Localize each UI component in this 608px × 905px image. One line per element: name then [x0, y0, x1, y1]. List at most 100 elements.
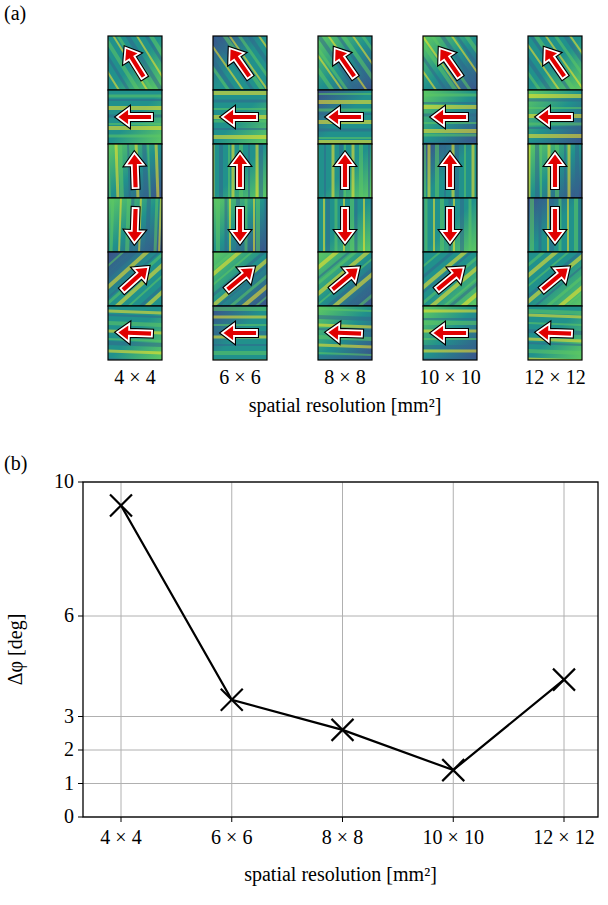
orientation-arrow	[326, 261, 364, 297]
arrow-outline	[117, 108, 152, 126]
texture-streak	[148, 144, 151, 198]
arrow-body	[432, 324, 467, 342]
marker-stroke	[442, 759, 464, 781]
texture-streak	[108, 339, 162, 342]
patch-frame	[108, 90, 162, 144]
tick-label: 10	[54, 470, 74, 492]
texture-streak	[324, 144, 326, 198]
texture-streak	[460, 198, 464, 252]
texture-streak	[108, 323, 162, 326]
arrow-body	[125, 153, 144, 189]
texture-streak	[423, 321, 477, 325]
data-point	[110, 494, 132, 516]
column-label: 6 × 6	[219, 366, 260, 388]
patch-texture	[423, 90, 477, 143]
patch-frame	[108, 306, 162, 360]
tick-label: 6 × 6	[211, 826, 252, 848]
orientation-arrow	[327, 108, 362, 126]
arrow-outline	[432, 108, 467, 126]
tick-label: 12 × 12	[533, 826, 594, 848]
arrow-body	[537, 108, 572, 126]
texture-streak	[144, 144, 147, 198]
tick-label: 6	[64, 604, 74, 626]
grid-line	[83, 750, 598, 751]
arrow-outline	[431, 261, 469, 297]
arrow-outline	[125, 208, 144, 244]
orientation-arrow	[221, 261, 259, 297]
patch-texture	[528, 36, 582, 90]
texture-streak	[323, 198, 325, 252]
orientation-arrow	[125, 208, 144, 244]
marker-stroke	[553, 669, 575, 691]
patch-texture	[318, 36, 372, 90]
patch-texture	[528, 198, 580, 252]
image-patch	[423, 144, 477, 198]
texture-streak	[363, 198, 365, 252]
arrow-outline	[116, 260, 154, 297]
orientation-arrow	[432, 43, 467, 82]
arrow-outline	[231, 153, 249, 188]
orientation-arrow	[336, 153, 354, 188]
texture-streak	[528, 343, 582, 346]
texture-streak	[108, 315, 162, 318]
tick-label: 1	[64, 772, 74, 794]
arrow-body	[222, 324, 257, 342]
patch-frame	[423, 198, 477, 252]
patch-frame	[528, 198, 582, 252]
orientation-arrow	[222, 324, 257, 342]
texture-streak	[464, 144, 466, 198]
tick	[564, 817, 565, 822]
arrow-body	[117, 108, 152, 126]
tick	[121, 817, 122, 822]
texture-streak	[528, 339, 582, 342]
patch-frame	[108, 198, 162, 252]
texture-streak	[318, 137, 372, 139]
patch-frame	[528, 36, 582, 90]
grid-line	[83, 616, 598, 617]
arrow-outline	[327, 108, 362, 126]
texture-streak	[216, 198, 220, 252]
arrow-outline	[118, 43, 152, 82]
patch-texture	[108, 90, 162, 144]
texture-streak	[219, 144, 223, 198]
arrow-outline	[327, 323, 363, 342]
patch-texture	[213, 306, 267, 360]
texture-streak	[440, 198, 444, 252]
patch-frame	[528, 306, 582, 360]
texture-streak	[423, 338, 477, 340]
texture-streak	[225, 198, 228, 252]
texture-streak	[355, 198, 358, 252]
texture-streak	[116, 144, 119, 198]
grid	[83, 482, 598, 817]
marker-stroke	[442, 759, 464, 781]
arrow-outline	[546, 208, 564, 243]
orientation-arrow	[231, 208, 249, 243]
texture-streak	[127, 198, 130, 252]
patch-texture	[108, 252, 162, 306]
tick	[453, 817, 454, 822]
arrow-body	[441, 153, 459, 188]
texture-streak	[528, 351, 582, 354]
arrow-outline	[221, 261, 259, 297]
texture-streak	[318, 345, 372, 348]
grid-line	[83, 783, 598, 784]
orientation-arrow	[327, 43, 362, 82]
texture-streak	[469, 198, 472, 252]
arrow-body	[222, 108, 257, 126]
orientation-arrow	[432, 324, 467, 342]
figure: (a)4 × 46 × 68 × 810 × 1012 × 12spatial …	[0, 0, 608, 905]
patch-texture	[423, 36, 477, 90]
tick-label: 8 × 8	[322, 826, 363, 848]
patch-frame	[318, 198, 372, 252]
texture-streak	[228, 144, 230, 198]
panel-label: (b)	[4, 452, 27, 475]
patch-texture	[528, 252, 582, 306]
arrow-body	[221, 261, 259, 297]
texture-streak	[423, 105, 477, 109]
patch-frame	[318, 90, 372, 144]
patch-frame	[318, 36, 372, 90]
patch-texture	[108, 36, 162, 90]
patch-texture	[423, 198, 477, 252]
orientation-arrow	[222, 43, 257, 82]
texture-streak	[423, 102, 477, 104]
